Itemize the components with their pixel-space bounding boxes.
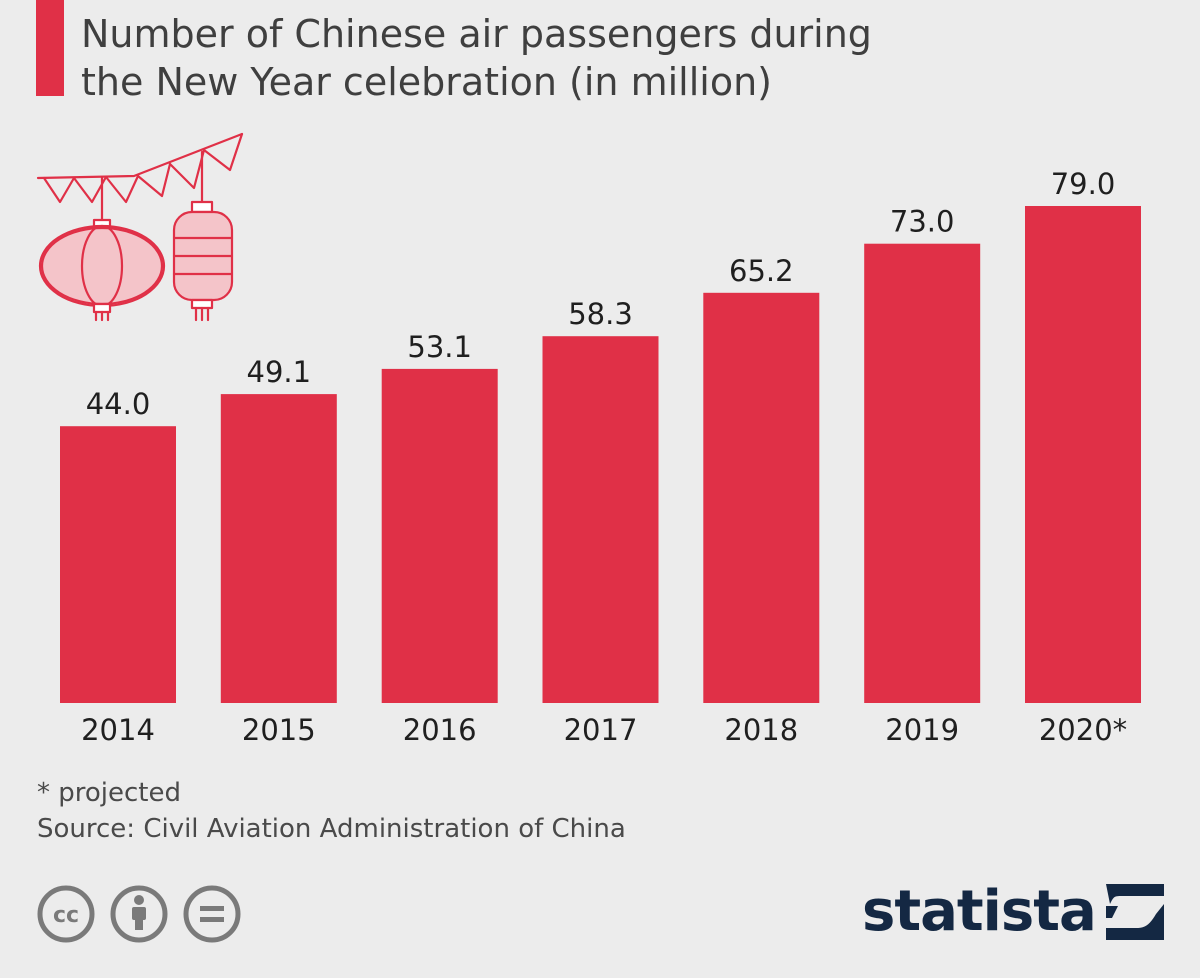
- bar-2019: [864, 243, 981, 703]
- value-label-2018: 65.2: [729, 254, 794, 288]
- value-label-2014: 44.0: [86, 387, 151, 421]
- x-tick-label-2016: 2016: [403, 713, 477, 747]
- bar-2014: [60, 426, 176, 703]
- creative-commons-icon[interactable]: cc: [37, 885, 95, 943]
- bar-2016: [381, 368, 498, 703]
- bar-2020*: [1025, 206, 1141, 703]
- attribution-icon[interactable]: [110, 885, 168, 943]
- x-tick-label-2014: 2014: [81, 713, 155, 747]
- bar-2018: [703, 292, 820, 703]
- no-derivatives-icon[interactable]: [183, 885, 241, 943]
- statista-wordmark: statista: [862, 879, 1097, 944]
- value-label-2019: 73.0: [890, 205, 955, 239]
- x-tick-label-2019: 2019: [885, 713, 959, 747]
- statista-mark-icon: [1106, 884, 1164, 940]
- svg-text:cc: cc: [53, 903, 79, 928]
- bar-2017: [542, 336, 659, 703]
- license-icons[interactable]: cc: [36, 884, 242, 944]
- title-accent-bar: [36, 0, 64, 96]
- x-tick-label-2018: 2018: [724, 713, 798, 747]
- value-label-2020*: 79.0: [1051, 167, 1116, 201]
- value-label-2016: 53.1: [407, 330, 472, 364]
- value-label-2015: 49.1: [247, 355, 312, 389]
- bar-2015: [220, 394, 337, 703]
- lantern-decoration-icon: [36, 132, 244, 322]
- source-note: Source: Civil Aviation Administration of…: [37, 814, 626, 844]
- value-label-2017: 58.3: [568, 297, 633, 331]
- chart-title: Number of Chinese air passengers during …: [81, 12, 872, 104]
- x-tick-label-2015: 2015: [242, 713, 316, 747]
- footnote: * projected: [37, 778, 182, 808]
- x-tick-label-2020*: 2020*: [1039, 713, 1127, 747]
- x-tick-label-2017: 2017: [564, 713, 638, 747]
- statista-logo[interactable]: statista: [862, 878, 1167, 946]
